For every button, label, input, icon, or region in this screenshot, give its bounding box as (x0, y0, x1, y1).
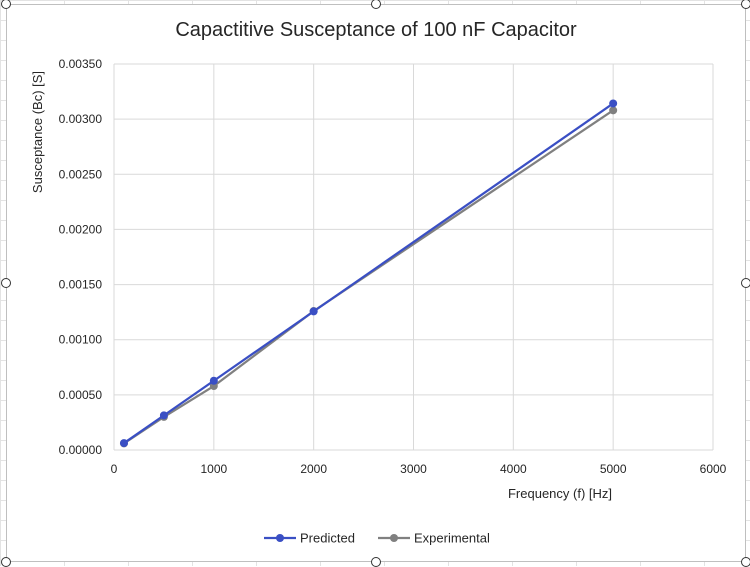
chart-title: Capactitive Susceptance of 100 nF Capaci… (175, 19, 577, 41)
series-layer (119, 99, 618, 448)
data-point-predicted (309, 307, 318, 316)
x-axis-title: Frequency (f) [Hz] (508, 486, 612, 501)
y-tick-label: 0.00050 (59, 388, 103, 402)
legend-label-experimental: Experimental (414, 531, 490, 546)
x-tick-label: 5000 (600, 462, 627, 476)
y-tick-label: 0.00250 (59, 167, 103, 181)
y-tick-label: 0.00000 (59, 443, 103, 457)
x-tick-label: 4000 (500, 462, 527, 476)
grid-layer (113, 63, 714, 451)
legend-marker-predicted (276, 534, 284, 542)
x-tick-label: 0 (111, 462, 118, 476)
resize-handle-middle-right[interactable] (741, 278, 750, 288)
chart-area[interactable] (6, 4, 746, 562)
data-point-predicted (609, 99, 618, 108)
x-tick-label: 1000 (200, 462, 227, 476)
data-point-predicted (209, 376, 218, 385)
resize-handle-top-right[interactable] (741, 0, 750, 9)
x-tick-label: 3000 (400, 462, 427, 476)
y-tick-label: 0.00100 (59, 333, 103, 347)
series-line-predicted (123, 102, 614, 444)
data-point-experimental (609, 106, 618, 115)
data-point-predicted (119, 439, 128, 448)
y-tick-label: 0.00150 (59, 278, 103, 292)
tick-layer: 0 1000 2000 3000 4000 5000 6000 0.00000 0.00050 0… (59, 57, 727, 476)
resize-handle-top-center[interactable] (371, 0, 381, 9)
x-tick-label: 2000 (300, 462, 327, 476)
y-tick-label: 0.00200 (59, 222, 103, 236)
resize-handle-top-left[interactable] (1, 0, 11, 9)
x-tick-label: 6000 (700, 462, 727, 476)
y-tick-label: 0.00300 (59, 112, 103, 126)
legend-marker-experimental (390, 534, 398, 542)
data-point-predicted (159, 411, 168, 420)
y-tick-label: 0.00350 (59, 57, 103, 71)
legend-label-predicted: Predicted (300, 531, 355, 546)
legend: Predicted Experimental (264, 531, 490, 546)
y-axis-title: Susceptance (Bc) [S] (30, 71, 45, 193)
resize-handle-middle-left[interactable] (1, 278, 11, 288)
